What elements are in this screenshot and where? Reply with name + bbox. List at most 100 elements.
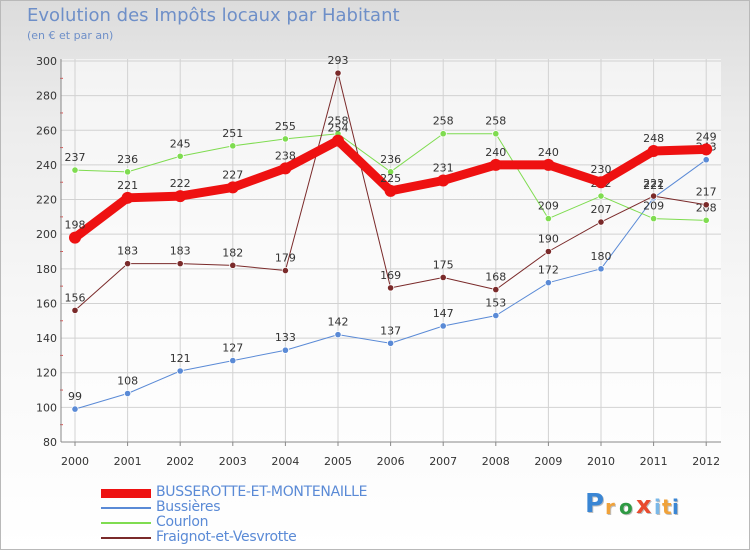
data-point: [121, 191, 134, 204]
legend-label: BUSSEROTTE-ET-MONTENAILLE: [156, 484, 368, 500]
x-tick-label: 2000: [61, 455, 89, 468]
logo-letter: i: [654, 495, 661, 519]
legend-swatch: [101, 522, 151, 524]
x-tick-label: 2005: [324, 455, 352, 468]
legend-label: Fraignot-et-Vesvrotte: [156, 529, 297, 545]
logo-letter: t: [662, 495, 672, 519]
data-label: 258: [485, 115, 506, 128]
data-label: 209: [643, 200, 664, 213]
y-tick-label: 140: [36, 332, 57, 345]
logo-letter: x: [636, 491, 652, 519]
data-label: 258: [328, 115, 349, 128]
data-point: [595, 176, 607, 189]
data-point: [700, 143, 713, 156]
data-label: 230: [591, 163, 612, 176]
data-label: 248: [643, 132, 664, 145]
data-label: 142: [328, 316, 349, 329]
data-point: [386, 284, 395, 292]
data-point: [384, 184, 397, 197]
data-point: [176, 260, 184, 268]
data-label: 207: [591, 203, 612, 216]
data-point: [702, 156, 710, 164]
data-label: 169: [380, 269, 401, 282]
data-point: [176, 152, 184, 160]
data-label: 153: [485, 297, 506, 310]
data-point: [649, 192, 658, 200]
data-point: [332, 134, 344, 147]
x-tick-label: 2007: [429, 455, 457, 468]
data-point: [489, 158, 502, 171]
data-label: 180: [591, 250, 612, 263]
series-fraignot-et-vesvrotte: 156 183 183 182 179 293 169 175 168 190 207 222 217: [65, 54, 717, 314]
legend-swatch: [101, 488, 151, 498]
data-label: 168: [485, 271, 506, 284]
data-label: 251: [222, 127, 243, 140]
y-tick-label: 280: [36, 90, 57, 103]
data-point: [544, 279, 553, 287]
data-point: [492, 311, 500, 320]
data-point: [386, 339, 395, 347]
x-tick-label: 2002: [166, 455, 194, 468]
y-tick-label: 300: [36, 55, 57, 68]
data-label: 127: [222, 342, 243, 355]
data-point: [124, 260, 132, 268]
data-label: 209: [538, 200, 559, 213]
data-label: 175: [433, 258, 454, 271]
x-tick-label: 2011: [640, 455, 668, 468]
data-point: [229, 357, 237, 365]
data-point: [281, 346, 289, 354]
data-point: [176, 367, 184, 375]
data-label: 293: [328, 54, 349, 67]
data-label: 222: [170, 177, 191, 190]
data-label: 108: [117, 375, 138, 388]
data-point: [647, 145, 660, 158]
y-tick-label: 100: [36, 401, 57, 414]
data-label: 245: [170, 137, 191, 150]
x-tick-label: 2008: [482, 455, 510, 468]
data-point: [334, 69, 342, 77]
data-point: [124, 168, 132, 176]
data-label: 255: [275, 120, 296, 133]
data-label: 236: [117, 153, 138, 166]
data-label: 198: [65, 219, 86, 232]
data-label: 249: [696, 130, 717, 143]
data-label: 222: [643, 177, 664, 190]
y-tick-label: 260: [36, 124, 57, 137]
data-point: [71, 166, 79, 174]
data-point: [702, 216, 710, 224]
data-label: 238: [275, 149, 296, 162]
series-bussi-res: 99108121127133142137147153172180221243: [68, 141, 717, 413]
data-label: 258: [433, 115, 454, 128]
data-label: 133: [275, 331, 296, 344]
y-tick-label: 120: [36, 367, 57, 380]
x-tick-label: 2006: [377, 455, 405, 468]
data-point: [597, 192, 605, 200]
data-label: 231: [433, 161, 454, 174]
x-tick-label: 2004: [271, 455, 299, 468]
data-point: [439, 130, 447, 138]
y-tick-label: 80: [43, 436, 57, 449]
y-tick-label: 200: [36, 228, 57, 241]
data-point: [279, 162, 292, 175]
logo-letter: i: [672, 495, 679, 519]
data-label: 227: [222, 168, 243, 181]
data-label: 221: [117, 179, 138, 192]
data-point: [492, 130, 500, 138]
data-label: 137: [380, 324, 401, 337]
data-point: [124, 389, 132, 398]
x-tick-label: 2010: [587, 455, 615, 468]
x-tick-label: 2003: [219, 455, 247, 468]
data-point: [386, 168, 395, 176]
data-point: [226, 181, 239, 194]
legend-swatch: [101, 537, 151, 539]
data-point: [174, 190, 187, 203]
data-point: [334, 331, 342, 339]
data-point: [281, 266, 289, 275]
data-point: [439, 322, 447, 330]
data-label: 182: [222, 246, 243, 259]
data-point: [437, 174, 450, 187]
y-tick-label: 180: [36, 263, 57, 276]
data-label: 183: [117, 245, 138, 258]
